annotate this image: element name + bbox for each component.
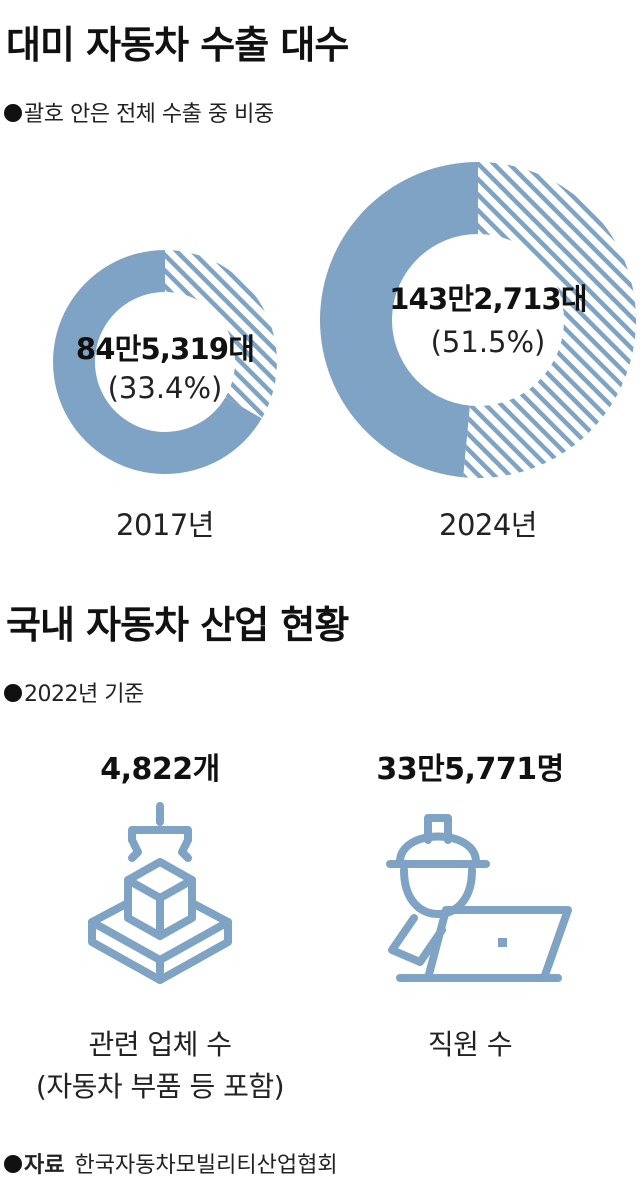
donut-slice-other <box>53 250 262 474</box>
donut-2024 <box>319 162 636 478</box>
donut-2017 <box>53 250 278 474</box>
worker-laptop-icon <box>386 814 572 982</box>
source-label: 자료 <box>24 1153 65 1178</box>
donut-slice-other <box>319 162 478 478</box>
section1-note: 괄호 안은 전체 수출 중 비중 <box>4 96 274 128</box>
donut-2024-share-label: (51.5%) <box>430 325 546 359</box>
section2-title: 국내 자동차 산업 현황 <box>6 603 349 647</box>
companies-caption: 관련 업체 수 (자동차 부품 등 포함) <box>30 1024 290 1108</box>
donut-2024-year-label: 2024년 <box>439 508 537 542</box>
source-text: 한국자동차모빌리티산업협회 <box>74 1153 338 1178</box>
companies-caption-line2: (자동차 부품 등 포함) <box>35 1070 285 1103</box>
bullet-icon <box>4 104 22 122</box>
section1-title: 대미 자동차 수출 대수 <box>6 23 349 67</box>
employees-value: 33만5,771명 <box>376 752 564 787</box>
employees-caption: 직원 수 <box>427 1028 513 1061</box>
donut-2017-share-label: (33.4%) <box>107 371 223 405</box>
claw-boxes-icon <box>88 802 232 984</box>
donut-slice-us-share <box>165 250 278 419</box>
section1-note-text: 괄호 안은 전체 수출 중 비중 <box>24 102 274 127</box>
companies-value: 4,822개 <box>100 752 220 787</box>
donut-charts <box>53 162 636 478</box>
section2-note-text: 2022년 기준 <box>24 682 144 707</box>
donut-2017-value-label: 84만5,319대 <box>75 332 255 366</box>
companies-caption-line1: 관련 업체 수 <box>88 1028 232 1061</box>
bullet-icon <box>4 1155 22 1173</box>
donut-slice-us-share <box>463 162 636 478</box>
donut-2024-value-label: 143만2,713대 <box>389 282 587 316</box>
donut-2017-year-label: 2017년 <box>116 508 214 542</box>
source-line: 자료 한국자동차모빌리티산업협회 <box>4 1147 338 1179</box>
section2-note: 2022년 기준 <box>4 676 144 708</box>
bullet-icon <box>4 684 22 702</box>
